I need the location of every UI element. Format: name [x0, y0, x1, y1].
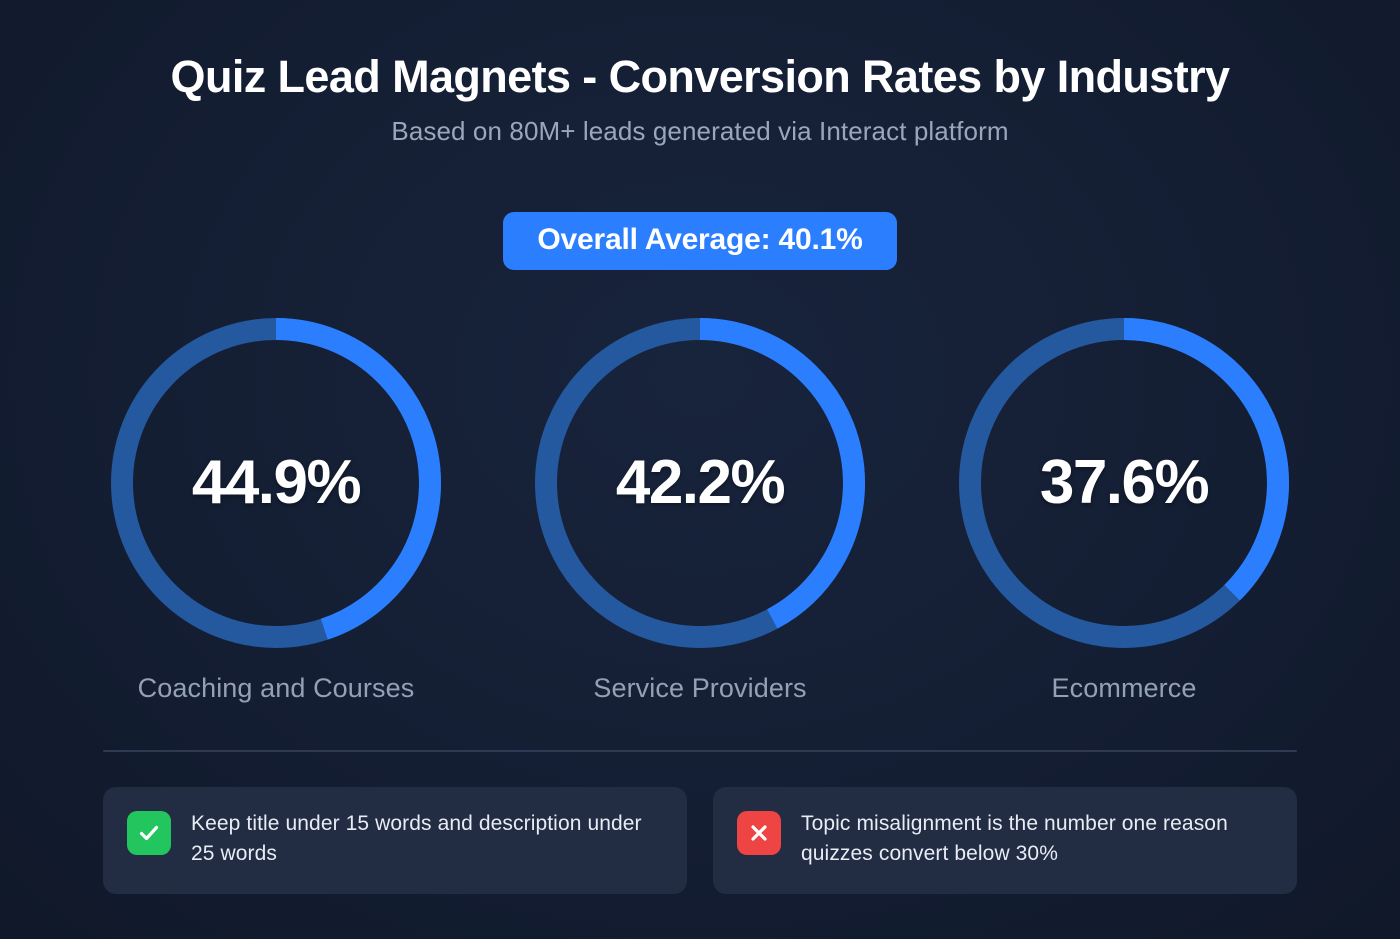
- callout-group: Keep title under 15 words and descriptio…: [103, 787, 1297, 894]
- overall-average-badge-wrapper: Overall Average: 40.1%: [0, 212, 1400, 270]
- x-icon: [737, 811, 781, 855]
- donut-value-label: 37.6%: [1039, 448, 1210, 517]
- page-title: Quiz Lead Magnets - Conversion Rates by …: [170, 51, 1231, 102]
- donut-graphic: 42.2%: [532, 315, 868, 651]
- donut-value-label: 44.9%: [191, 448, 362, 517]
- donut-progress-arc: [959, 318, 1289, 648]
- donut-graphic: 44.9%: [108, 315, 444, 651]
- donut-progress-arc: [111, 318, 441, 648]
- donut-svg: [535, 318, 865, 648]
- check-icon: [127, 811, 171, 855]
- donut-category-label: Service Providers: [593, 673, 807, 703]
- overall-average-badge: Overall Average: 40.1%: [503, 212, 897, 270]
- donut-category-label: Ecommerce: [1051, 673, 1197, 703]
- header: Quiz Lead Magnets - Conversion Rates by …: [0, 51, 1400, 147]
- callout-negative: Topic misalignment is the number one rea…: [713, 787, 1297, 894]
- callout-text: Topic misalignment is the number one rea…: [801, 812, 1228, 866]
- callout-text: Keep title under 15 words and descriptio…: [191, 812, 642, 866]
- donut-progress-arc: [535, 318, 865, 648]
- donut-chart-service-providers: 42.2% Service Providers: [530, 315, 870, 704]
- donut-svg: [111, 318, 441, 648]
- donut-category-label: Coaching and Courses: [137, 673, 415, 703]
- page-subtitle: Based on 80M+ leads generated via Intera…: [391, 116, 1009, 147]
- donut-chart-ecommerce: 37.6% Ecommerce: [954, 315, 1294, 704]
- donut-chart-coaching-and-courses: 44.9% Coaching and Courses: [106, 315, 446, 704]
- section-divider: [103, 750, 1297, 752]
- donut-graphic: 37.6%: [956, 315, 1292, 651]
- donut-value-label: 42.2%: [615, 448, 786, 517]
- callout-positive: Keep title under 15 words and descriptio…: [103, 787, 687, 894]
- donut-chart-group: 44.9% Coaching and Courses 42.2% Service…: [0, 315, 1400, 704]
- donut-svg: [959, 318, 1289, 648]
